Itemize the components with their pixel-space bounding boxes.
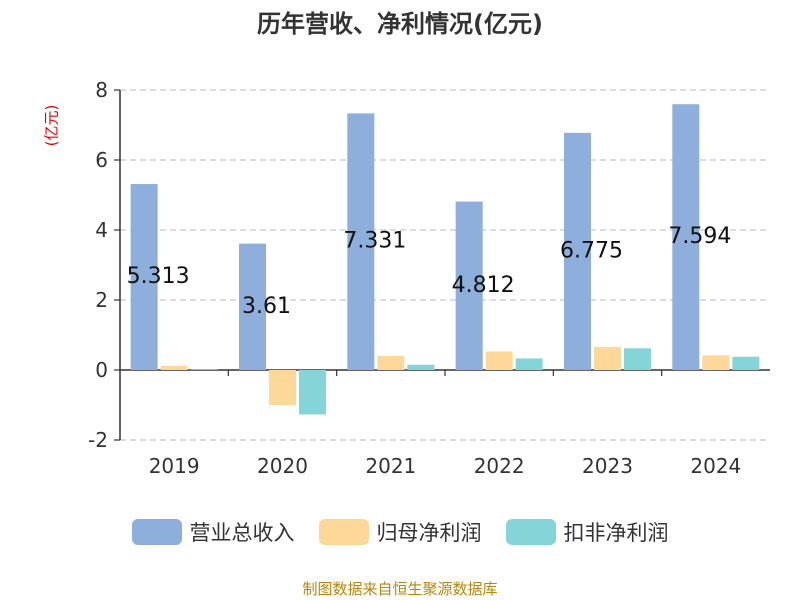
data-label: 5.313 xyxy=(127,264,190,289)
legend-item-revenue[interactable]: 营业总收入 xyxy=(131,517,295,547)
data-label: 4.812 xyxy=(452,273,515,298)
source-note: 制图数据来自恒生聚源数据库 xyxy=(302,580,498,598)
legend-item-deducted-profit[interactable]: 扣非净利润 xyxy=(505,517,669,547)
bar-2024-2 xyxy=(732,356,760,370)
bar-2021-2 xyxy=(407,364,435,370)
x-tick-label: 2019 xyxy=(149,454,200,478)
legend-swatch-deducted-profit xyxy=(505,519,556,545)
x-tick-label: 2024 xyxy=(690,454,741,478)
data-label: 3.61 xyxy=(242,294,291,319)
legend-label-deducted-profit: 扣非净利润 xyxy=(563,521,669,545)
legend: 营业总收入 归母净利润 扣非净利润 xyxy=(0,517,800,547)
bar-2024-1 xyxy=(702,355,730,370)
x-tick-label: 2020 xyxy=(257,454,308,478)
bar-2019-0 xyxy=(130,184,158,370)
bar-2022-0 xyxy=(455,201,483,370)
bar-2020-1 xyxy=(269,370,296,405)
bar-2021-0 xyxy=(347,113,375,370)
bar-2023-1 xyxy=(594,346,621,370)
x-tick-label: 2022 xyxy=(474,454,525,478)
axes: -2 0 2 4 6 8 2019 2020 2021 2022 2023 2024 xyxy=(88,78,770,478)
bar-2022-1 xyxy=(485,351,513,370)
y-tick-label: 8 xyxy=(95,78,108,102)
bar-2020-0 xyxy=(239,243,266,370)
y-tick-label: 2 xyxy=(95,288,108,312)
data-labels: 5.313 3.61 7.331 4.812 6.775 7.594 xyxy=(127,224,732,319)
bar-2022-2 xyxy=(515,358,543,370)
y-tick-label: 0 xyxy=(95,358,108,382)
data-label: 6.775 xyxy=(560,238,623,263)
data-label: 7.331 xyxy=(343,229,406,254)
y-tick-label: -2 xyxy=(88,428,108,452)
legend-item-net-profit[interactable]: 归母净利润 xyxy=(318,517,482,547)
x-tick-label: 2021 xyxy=(365,454,416,478)
legend-label-net-profit: 归母净利润 xyxy=(376,521,482,545)
bars xyxy=(130,104,760,415)
legend-swatch-net-profit xyxy=(318,519,369,545)
grid-lines xyxy=(120,89,770,441)
bar-2023-0 xyxy=(564,132,591,370)
y-tick-label: 6 xyxy=(95,148,108,172)
legend-swatch-revenue xyxy=(131,519,182,545)
x-tick-label: 2023 xyxy=(582,454,633,478)
bar-2020-2 xyxy=(299,370,326,415)
bar-2019-1 xyxy=(160,365,188,370)
bar-2019-2 xyxy=(190,369,218,370)
data-label: 7.594 xyxy=(668,224,731,249)
legend-label-revenue: 营业总收入 xyxy=(189,521,295,545)
bar-2023-2 xyxy=(624,348,651,370)
chart-title: 历年营收、净利情况(亿元) xyxy=(257,10,543,38)
bar-2024-0 xyxy=(672,104,700,371)
y-tick-label: 4 xyxy=(95,218,108,242)
bar-2021-1 xyxy=(377,356,405,370)
